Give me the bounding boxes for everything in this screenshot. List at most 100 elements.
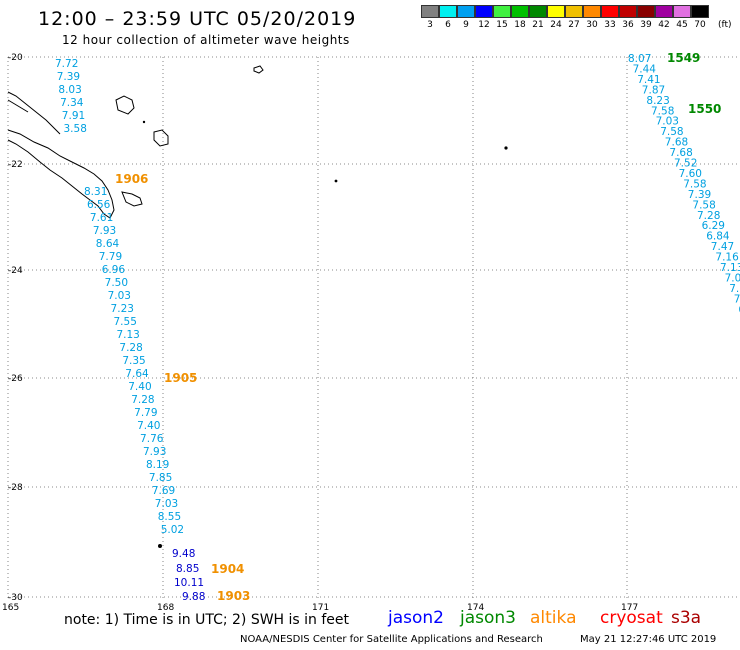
scale-bin-label: 45 — [676, 20, 688, 30]
swh-value-label: 6 — [738, 304, 740, 316]
scale-bin-label: 33 — [604, 20, 616, 30]
latitude-label: -30 — [8, 593, 23, 603]
swh-value-label: 7.87 — [642, 84, 665, 96]
scale-bin-label: 70 — [694, 20, 706, 30]
swh-value-label: 7 — [734, 293, 740, 305]
scale-bin: 18 — [511, 5, 529, 30]
swh-value-label: 7.52 — [674, 158, 697, 170]
figure-subtitle: 12 hour collection of altimeter wave hei… — [62, 33, 350, 47]
swh-value-label: 7.0 — [725, 272, 740, 284]
swh-value-label: 7.64 — [125, 368, 149, 380]
scale-bin-label: 15 — [496, 20, 508, 30]
scale-bin: 24 — [547, 5, 565, 30]
latitude-label: -20 — [8, 53, 23, 63]
scale-swatch — [547, 5, 565, 18]
swh-value-label: 8.85 — [176, 563, 199, 575]
swh-value-label: 8.07 — [628, 53, 651, 65]
swh-value-label: 7.40 — [128, 381, 151, 393]
latitude-label: -24 — [8, 266, 23, 276]
islet — [334, 179, 338, 183]
swh-value-label: 7.40 — [137, 420, 160, 432]
scale-bin: 70 — [691, 5, 709, 30]
scale-bin-label: 12 — [478, 20, 490, 30]
swh-value-label: 5.02 — [161, 524, 184, 536]
swh-value-label: 7.13 — [720, 262, 740, 274]
loyalty-island-lifou — [153, 129, 169, 147]
swh-value-label: 7.93 — [143, 446, 166, 458]
scale-bin: 33 — [601, 5, 619, 30]
altika-track-west: 7.727.398.037.347.913.588.316.567.617.93… — [55, 58, 250, 603]
longitude-label: 168 — [157, 603, 174, 613]
swh-value-label: 7.76 — [140, 433, 164, 445]
scale-swatch — [457, 5, 475, 18]
pass-time-label: 1904 — [211, 562, 244, 576]
swh-value-label: 7.44 — [633, 63, 657, 75]
longitude-label: 177 — [621, 603, 638, 613]
swh-value-label: 7.39 — [688, 189, 711, 201]
scale-bin-label: 18 — [514, 20, 526, 30]
swh-value-label: 7.58 — [683, 178, 706, 190]
swh-value-label: 7.61 — [90, 212, 113, 224]
swh-value-label: 7.23 — [111, 303, 134, 315]
wave-height-color-scale: 3 6 9 12 15 18 21 24 27 30 33 36 39 42 45 70 — [421, 5, 709, 30]
swh-value-label: 7.35 — [122, 355, 145, 367]
generation-timestamp: May 21 12:27:46 UTC 2019 — [580, 634, 717, 645]
swh-value-label: 7.28 — [131, 394, 154, 406]
swh-value-label: 7.03 — [155, 498, 178, 510]
scale-swatch — [619, 5, 637, 18]
swh-value-label: 7.85 — [149, 472, 172, 484]
swh-value-label: 6.96 — [102, 264, 126, 276]
scale-swatch — [529, 5, 547, 18]
scale-bin: 39 — [637, 5, 655, 30]
scale-bin: 36 — [619, 5, 637, 30]
satellite-legend-item: s3a — [671, 608, 702, 628]
satellite-legend-item: cryosat — [600, 608, 663, 628]
swh-value-label: 7.58 — [692, 199, 715, 211]
jason3-track-east: 8.077.447.417.878.237.587.037.587.687.68… — [628, 51, 740, 316]
scale-bin-label: 6 — [445, 20, 451, 30]
swh-value-label: 6.56 — [87, 199, 111, 211]
scale-swatch — [691, 5, 709, 18]
swh-value-label: 7.79 — [99, 251, 122, 263]
pass-time-label: 1550 — [688, 102, 721, 116]
longitude-label: 165 — [2, 603, 19, 613]
islet — [504, 146, 508, 150]
scale-bin: 42 — [655, 5, 673, 30]
swh-value-label: 7.28 — [119, 342, 142, 354]
pass-time-label: 1905 — [164, 371, 197, 385]
latitude-label: -28 — [8, 483, 23, 493]
swh-value-label: 7. — [729, 283, 739, 295]
scale-swatch — [439, 5, 457, 18]
swh-value-label: 7.69 — [152, 485, 175, 497]
latitude-label: -26 — [8, 374, 23, 384]
footer-note: note: 1) Time is in UTC; 2) SWH is in fe… — [64, 612, 350, 628]
scale-swatch — [601, 5, 619, 18]
satellite-legend-item: jason3 — [460, 608, 516, 628]
coastline-fragment — [7, 99, 29, 113]
scale-swatch — [655, 5, 673, 18]
pass-time-label: 1903 — [217, 589, 250, 603]
swh-value-label: 7.28 — [697, 210, 720, 222]
swh-value-label: 7.91 — [62, 110, 85, 122]
scale-bin: 9 — [457, 5, 475, 30]
scale-bin: 6 — [439, 5, 457, 30]
swh-value-label: 7.68 — [665, 137, 688, 149]
scale-bin-label: 24 — [550, 20, 562, 30]
swh-value-label: 7.58 — [651, 105, 674, 117]
swh-value-label: 7.16 — [715, 252, 739, 264]
figure-title: 12:00 – 23:59 UTC 05/20/2019 — [38, 8, 357, 30]
scale-bin-label: 30 — [586, 20, 598, 30]
coastline-outlines — [7, 65, 508, 548]
scale-swatch — [421, 5, 439, 18]
swh-value-label: 7.68 — [669, 147, 692, 159]
scale-bin: 27 — [565, 5, 583, 30]
scale-swatch — [511, 5, 529, 18]
swh-value-label: 7.58 — [660, 126, 683, 138]
swh-value-label: 7.50 — [105, 277, 128, 289]
swh-value-label: 10.11 — [174, 577, 204, 589]
swh-value-label: 7.55 — [114, 316, 137, 328]
longitude-label: 174 — [467, 603, 484, 613]
scale-bin: 12 — [475, 5, 493, 30]
